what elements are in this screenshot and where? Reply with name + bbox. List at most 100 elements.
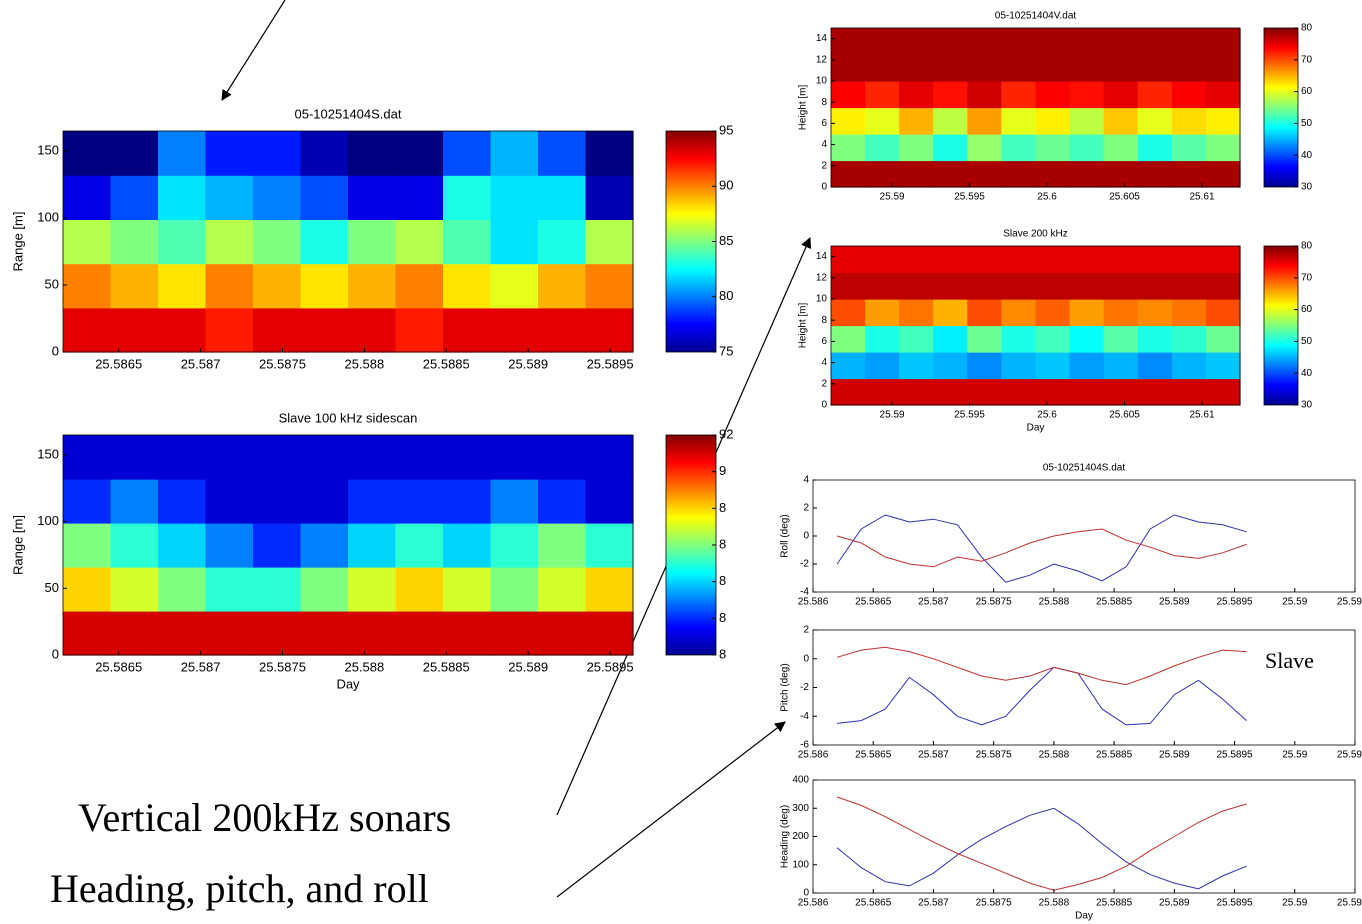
heatmap-cell — [205, 307, 254, 353]
x-axis-label: Day — [336, 676, 360, 691]
heatmap-cell — [585, 523, 634, 568]
x-tick-label: 25.5895 — [1216, 898, 1253, 909]
heatmap-cell — [933, 246, 968, 274]
heatmap-cell — [1001, 107, 1037, 135]
heatmap-cell — [831, 378, 866, 406]
heatmap-cell — [967, 272, 1003, 300]
y-tick-label: -2 — [800, 682, 809, 693]
heatmap-cell — [395, 131, 444, 176]
heatmap-cell — [158, 131, 207, 176]
x-tick-label: 25.588 — [344, 356, 384, 371]
heatmap-cell — [899, 272, 934, 300]
colorbar-tick-label: 85 — [719, 233, 733, 248]
heatmap-cell — [1137, 54, 1173, 82]
colorbar-tick-label: 50 — [1301, 336, 1313, 347]
y-tick-label: 150 — [37, 446, 59, 461]
heatmap-cell — [1171, 54, 1207, 82]
series-line — [837, 666, 1247, 726]
heatmap-cell — [585, 175, 634, 220]
colorbar-tick-label: 70 — [1301, 272, 1313, 283]
heatmap-cell — [300, 219, 349, 265]
x-tick-label: 25.5885 — [423, 659, 470, 674]
y-tick-label: 2 — [821, 160, 827, 171]
heatmap-cell — [831, 28, 866, 56]
y-tick-label: 150 — [37, 143, 59, 158]
series-line — [836, 796, 1247, 891]
heatmap-cell — [1069, 107, 1105, 135]
x-tick-label: 25.59 — [880, 410, 905, 421]
heatmap-cell — [1103, 160, 1139, 188]
x-tick-label: 25.588 — [1039, 597, 1070, 608]
heatmap-cell — [1069, 325, 1105, 353]
heatmap-cell — [1137, 107, 1173, 135]
heatmap-cell — [967, 299, 1003, 327]
slide-caption: Heading, pitch, and roll — [50, 866, 429, 911]
heatmap-cell — [899, 246, 934, 274]
heatmap-cell — [831, 246, 866, 274]
heatmap-cell — [585, 435, 634, 480]
x-tick-label: 25.586 — [798, 597, 829, 608]
y-tick-label: 0 — [52, 343, 59, 358]
heatmap-cell — [585, 131, 634, 176]
heatmap-cell — [205, 611, 254, 656]
heatmap-cell — [395, 611, 444, 656]
heatmap-cell — [1001, 81, 1037, 109]
heatmap-cell — [1137, 325, 1173, 353]
chart-title: 05-10251404S.dat — [1043, 463, 1126, 474]
colorbar-tick-label: 60 — [1301, 304, 1313, 315]
y-tick-label: 400 — [792, 775, 809, 786]
heatmap-cell — [110, 523, 159, 568]
heatmap-cell — [63, 307, 112, 353]
heatmap-cell — [348, 567, 397, 612]
chart: Slave 25.586 25.5865 25.587 25.5875 25.588 25.… — [780, 625, 1362, 761]
heatmap-cell — [1171, 246, 1207, 274]
heatmap-cell — [1103, 352, 1139, 380]
chart: 05-10251404S.dat 75 80 85 90 95 25.5865 25.587 2… — [10, 106, 733, 371]
heatmap-cell — [865, 160, 900, 188]
heatmap-cell — [253, 175, 302, 220]
heatmap-cell — [1171, 352, 1207, 380]
heatmap-cell — [253, 611, 302, 656]
heatmap-cell — [831, 325, 866, 353]
chart-title: Slave 100 kHz sidescan — [279, 410, 418, 425]
y-tick-label: 100 — [37, 513, 59, 528]
heatmap-cell — [585, 611, 634, 656]
heatmap-cell — [1035, 378, 1071, 406]
x-tick-label: 25.6 — [1037, 410, 1057, 421]
heatmap-cell — [1001, 299, 1037, 327]
heatmap-cell — [899, 299, 934, 327]
x-tick-label: 25.5865 — [95, 356, 142, 371]
heatmap-cell — [1205, 134, 1241, 162]
x-tick-label: 25.5895 — [1216, 597, 1253, 608]
plot-frame — [830, 27, 1241, 188]
y-tick-label: 8 — [821, 315, 827, 326]
colorbar-tick-label: 95 — [719, 122, 733, 137]
heatmap-cell — [933, 134, 968, 162]
y-tick-label: 100 — [792, 859, 809, 870]
colorbar-tick-label: 30 — [1301, 182, 1313, 193]
heatmap-cell — [538, 263, 587, 309]
heatmap-cell — [110, 307, 159, 353]
heatmap-cell — [538, 479, 587, 524]
heatmap-cell — [967, 107, 1003, 135]
heatmap-cell — [1001, 272, 1037, 300]
y-tick-label: -4 — [800, 711, 809, 722]
plot-frame — [812, 779, 1356, 894]
heatmap-cell — [253, 567, 302, 612]
heatmap-cell — [395, 435, 444, 480]
heatmap-cell — [1035, 272, 1071, 300]
heatmap-cell — [300, 175, 349, 220]
x-tick-label: 25.605 — [1109, 410, 1140, 421]
heatmap-cell — [1137, 246, 1173, 274]
series-line — [836, 514, 1247, 583]
heatmap-cell — [933, 378, 968, 406]
heatmap-cell — [1171, 81, 1207, 109]
heatmap-cell — [585, 219, 634, 265]
heatmap-cell — [585, 567, 634, 612]
heatmap-cell — [831, 134, 866, 162]
heatmap-cell — [865, 81, 900, 109]
colorbar-tick-label: 80 — [719, 288, 733, 303]
heatmap-cell — [1069, 134, 1105, 162]
colorbar-tick-label: 8 — [719, 646, 726, 661]
